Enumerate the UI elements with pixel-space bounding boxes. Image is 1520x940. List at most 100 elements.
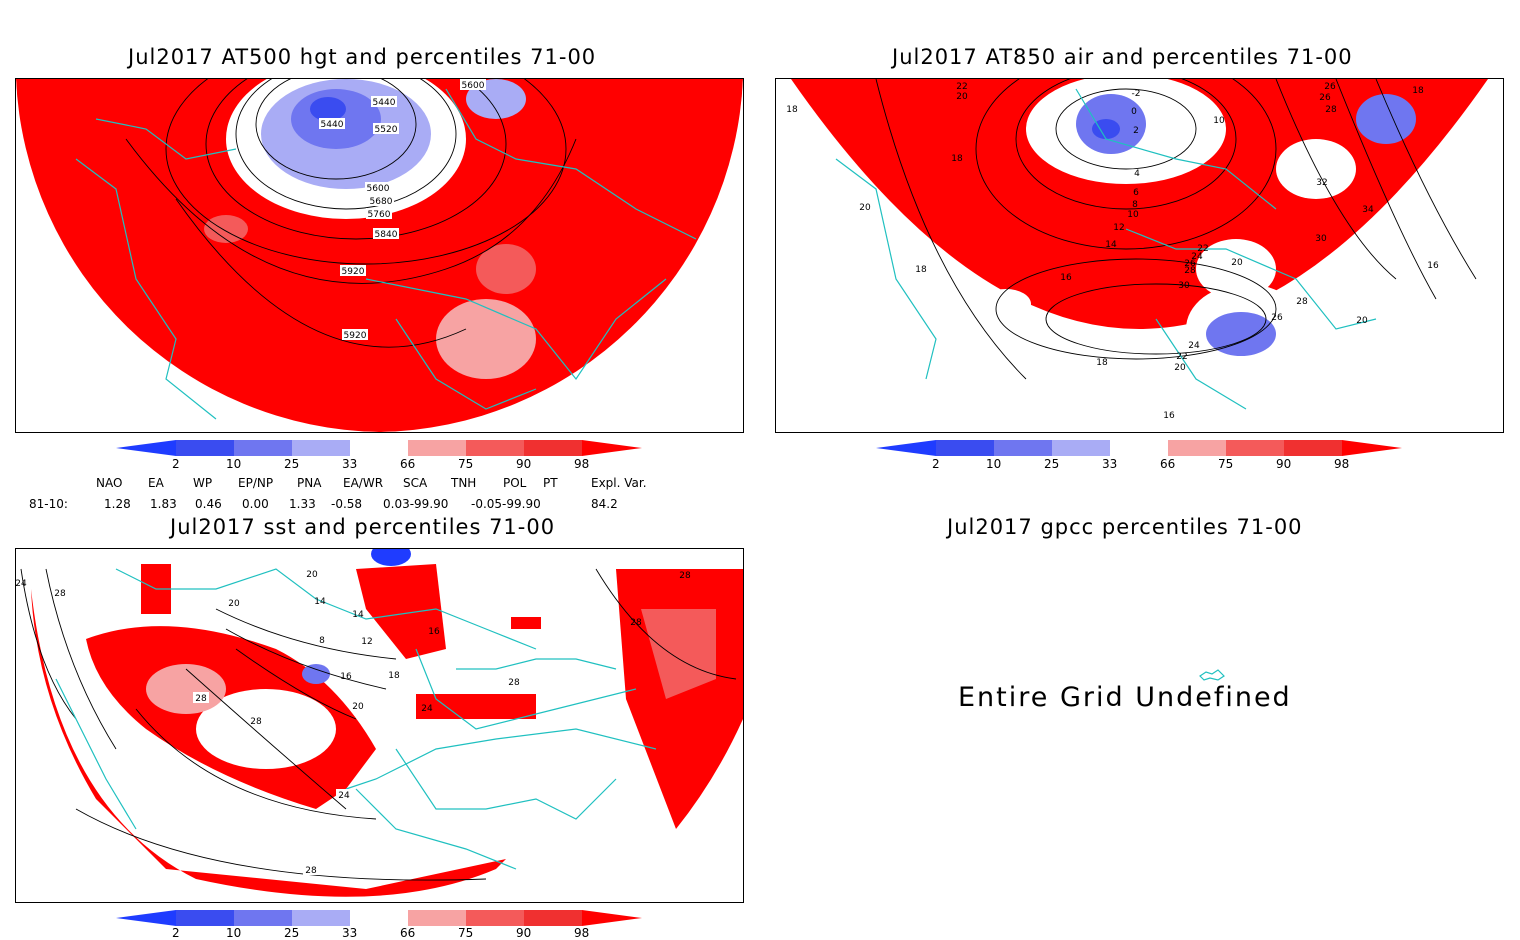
index-header: NAO: [96, 476, 123, 490]
index-header: PNA: [297, 476, 322, 490]
contour-label: 5760: [368, 210, 391, 220]
contour-label: 10: [1213, 116, 1225, 126]
island-outline: [1199, 669, 1225, 681]
contour-label: 5520: [375, 125, 398, 135]
contour-label: 24: [338, 791, 350, 801]
contour-label: 24: [421, 704, 433, 714]
colorbar-tick: 2: [172, 926, 180, 940]
colorbar-tick: 98: [1334, 457, 1350, 471]
undefined-grid-message: Entire Grid Undefined: [958, 682, 1292, 713]
panel-title-gpcc: Jul2017 gpcc percentiles 71-00: [947, 515, 1303, 539]
contour-label: 16: [340, 672, 352, 682]
contour-label: 18: [1412, 86, 1424, 96]
contour-label: 5440: [373, 98, 396, 108]
colorbar-tick: 33: [342, 926, 358, 940]
colorbar-tick: 66: [400, 926, 416, 940]
colorbar-tick: 90: [516, 457, 532, 471]
index-header: POL: [503, 476, 527, 490]
contour-label: 34: [1362, 205, 1374, 215]
contour-label: 28: [630, 618, 642, 628]
contour-label: 5600: [462, 81, 485, 91]
colorbar-tick: 98: [574, 926, 590, 940]
map-panel-air850: 18 22 20 18 20 18 -2 0 2 4 6 8 10 12 14 …: [775, 78, 1504, 433]
contour-label: 20: [1356, 316, 1368, 326]
colorbar-tick: 25: [284, 457, 300, 471]
colorbar-hgt500: [116, 440, 642, 456]
contour-label: 5920: [342, 267, 365, 277]
contour-label: 18: [388, 671, 400, 681]
colorbar-tick: 33: [342, 457, 358, 471]
panel-title-air850: Jul2017 AT850 air and percentiles 71-00: [892, 45, 1353, 69]
contour-label: 10: [1127, 210, 1139, 220]
contour-label: 26: [1324, 82, 1336, 92]
map-sst: 24 28 20 28 8 12 14 16 16 18 20 28 24 28…: [16, 549, 743, 897]
contour-label: 20: [956, 92, 968, 102]
contour-label: 18: [915, 265, 927, 275]
contour-label: 12: [361, 637, 372, 647]
contour-label: 28: [1184, 266, 1196, 276]
contour-label: 28: [195, 694, 207, 704]
contour-label: 20: [228, 599, 240, 609]
index-value: 0.46: [195, 497, 222, 511]
index-value: -0.05-99.90: [471, 497, 541, 511]
contour-label: 22: [956, 82, 967, 92]
contour-label: 8: [1132, 200, 1138, 210]
index-header: PT: [543, 476, 558, 490]
contour-label: 14: [352, 610, 364, 620]
contour-label: 32: [1316, 178, 1327, 188]
map-air850: 18 22 20 18 20 18 -2 0 2 4 6 8 10 12 14 …: [776, 79, 1503, 432]
contour-label: 26: [1271, 313, 1283, 323]
index-value: 84.2: [591, 497, 618, 511]
contour-label: 28: [1296, 297, 1308, 307]
contour-label: 28: [1325, 105, 1337, 115]
contour-label: 5440: [321, 120, 344, 130]
index-header: EA/WR: [343, 476, 384, 490]
contour-label: 20: [306, 570, 318, 580]
colorbar-tick: 90: [516, 926, 532, 940]
contour-label: 18: [951, 154, 963, 164]
contour-label: 4: [1134, 169, 1140, 179]
colorbar-tick: 98: [574, 457, 590, 471]
colorbar-tick: 66: [400, 457, 416, 471]
panel-title-sst: Jul2017 sst and percentiles 71-00: [170, 515, 556, 539]
contour-label: 2: [1133, 126, 1139, 136]
contour-label: 18: [786, 105, 798, 115]
map-panel-sst: 24 28 20 28 8 12 14 16 16 18 20 28 24 28…: [15, 548, 744, 903]
panel-title-hgt500: Jul2017 AT500 hgt and percentiles 71-00: [128, 45, 597, 69]
contour-label: 22: [1176, 352, 1187, 362]
index-header: SCA: [403, 476, 428, 490]
index-header: EA: [148, 476, 164, 490]
contour-label: 24: [1191, 252, 1203, 262]
index-header: WP: [193, 476, 213, 490]
index-row-label: 81-10:: [29, 497, 68, 511]
contour-label: 26: [1184, 259, 1196, 269]
colorbar-tick: 25: [1044, 457, 1060, 471]
contour-label: 22: [1197, 244, 1208, 254]
index-value: 1.28: [104, 497, 131, 511]
contour-label: 5600: [367, 184, 390, 194]
contour-label: 20: [352, 702, 364, 712]
contour-label: 5680: [370, 197, 393, 207]
index-value: 0.00: [242, 497, 269, 511]
map-hgt500: 5440 5440 5520 5600 5600 5680 5760 5840 …: [16, 79, 743, 432]
map-panel-hgt500: 5440 5440 5520 5600 5600 5680 5760 5840 …: [15, 78, 744, 433]
index-value: 1.83: [150, 497, 177, 511]
contour-label: 16: [1427, 261, 1439, 271]
colorbar-tick: 75: [1218, 457, 1234, 471]
contour-label: 28: [305, 866, 317, 876]
contour-label: 16: [1060, 273, 1072, 283]
contour-label: 16: [428, 627, 440, 637]
colorbar-tick: 75: [458, 926, 474, 940]
contour-label: 20: [1231, 258, 1243, 268]
colorbar-air850: [876, 440, 1402, 456]
contour-label: 28: [54, 589, 66, 599]
colorbar-tick: 2: [932, 457, 940, 471]
colorbar-tick: 25: [284, 926, 300, 940]
contour-label: 28: [679, 571, 691, 581]
colorbar-tick: 10: [986, 457, 1002, 471]
contour-label: 20: [1174, 363, 1186, 373]
colorbar-tick: 66: [1160, 457, 1176, 471]
contour-label: 5920: [344, 331, 367, 341]
contour-label: 14: [314, 597, 326, 607]
contour-label: 12: [1113, 223, 1124, 233]
